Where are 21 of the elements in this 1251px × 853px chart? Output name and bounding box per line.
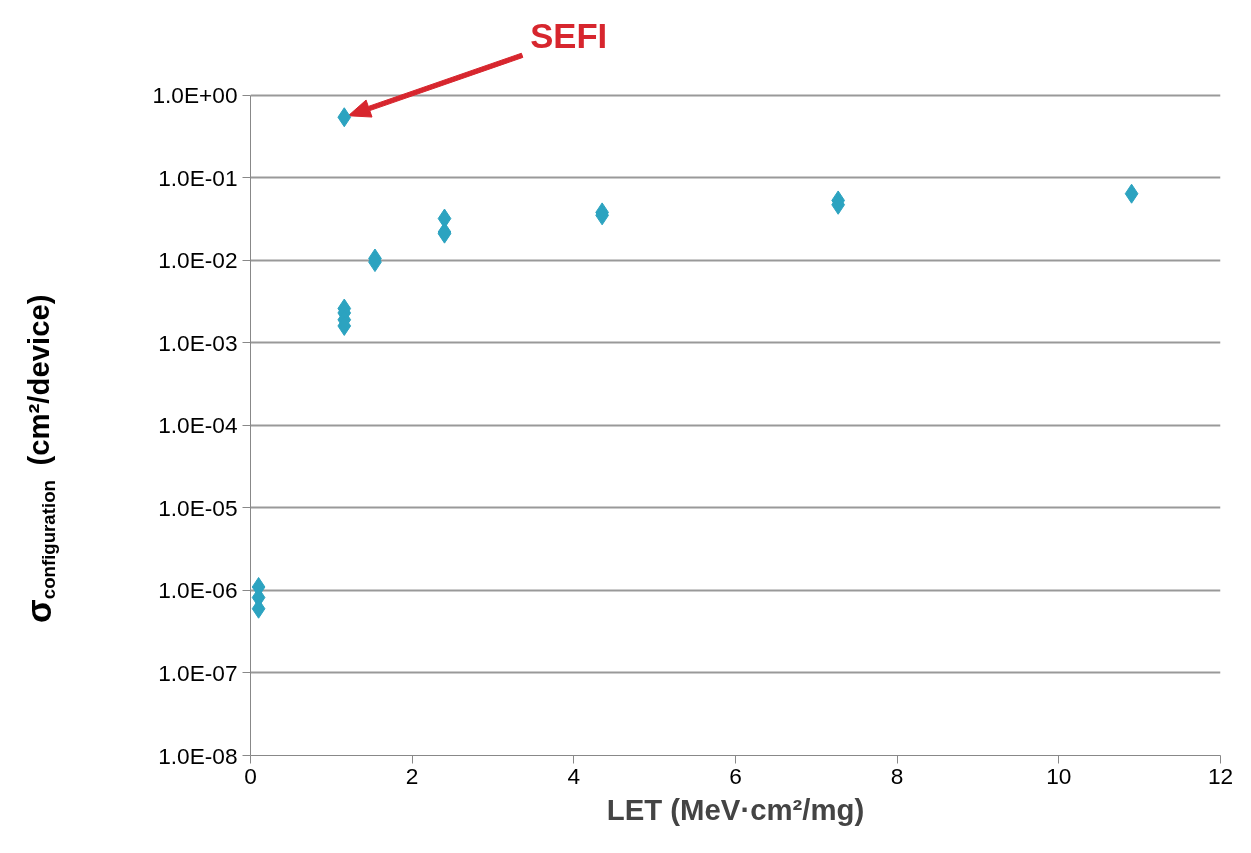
- x-tick-label: 4: [567, 762, 581, 789]
- y-tick-label: 1.0E-06: [158, 577, 238, 604]
- y-tick-label: 1.0E-03: [158, 329, 238, 356]
- y-tick-label: 1.0E-01: [158, 164, 238, 191]
- x-tick-label: 2: [405, 762, 419, 789]
- text: SEFI: [530, 17, 608, 56]
- point: [337, 107, 352, 128]
- x-tick-label: 8: [890, 762, 904, 789]
- y-tick-label: 1.0E-07: [158, 659, 238, 686]
- y-tick-label: 1.0E-05: [158, 494, 238, 521]
- y-axis-title: σconfiguration (cm²/device): [19, 294, 59, 623]
- x-tick-label: 10: [1046, 762, 1072, 789]
- y-tick-label: 1.0E-08: [158, 742, 238, 769]
- y-tick-label: 1.0E-04: [158, 412, 238, 439]
- point: [1124, 183, 1139, 204]
- y-tick-label: 1.0E-02: [158, 247, 238, 274]
- y-tick-label: 1.0E+00: [152, 82, 238, 109]
- x-tick-label: 12: [1207, 762, 1234, 789]
- x-axis-title: LET (MeV·cm²/mg): [606, 792, 865, 826]
- x-tick-label: 0: [244, 762, 257, 789]
- x-tick-label: 6: [729, 762, 742, 789]
